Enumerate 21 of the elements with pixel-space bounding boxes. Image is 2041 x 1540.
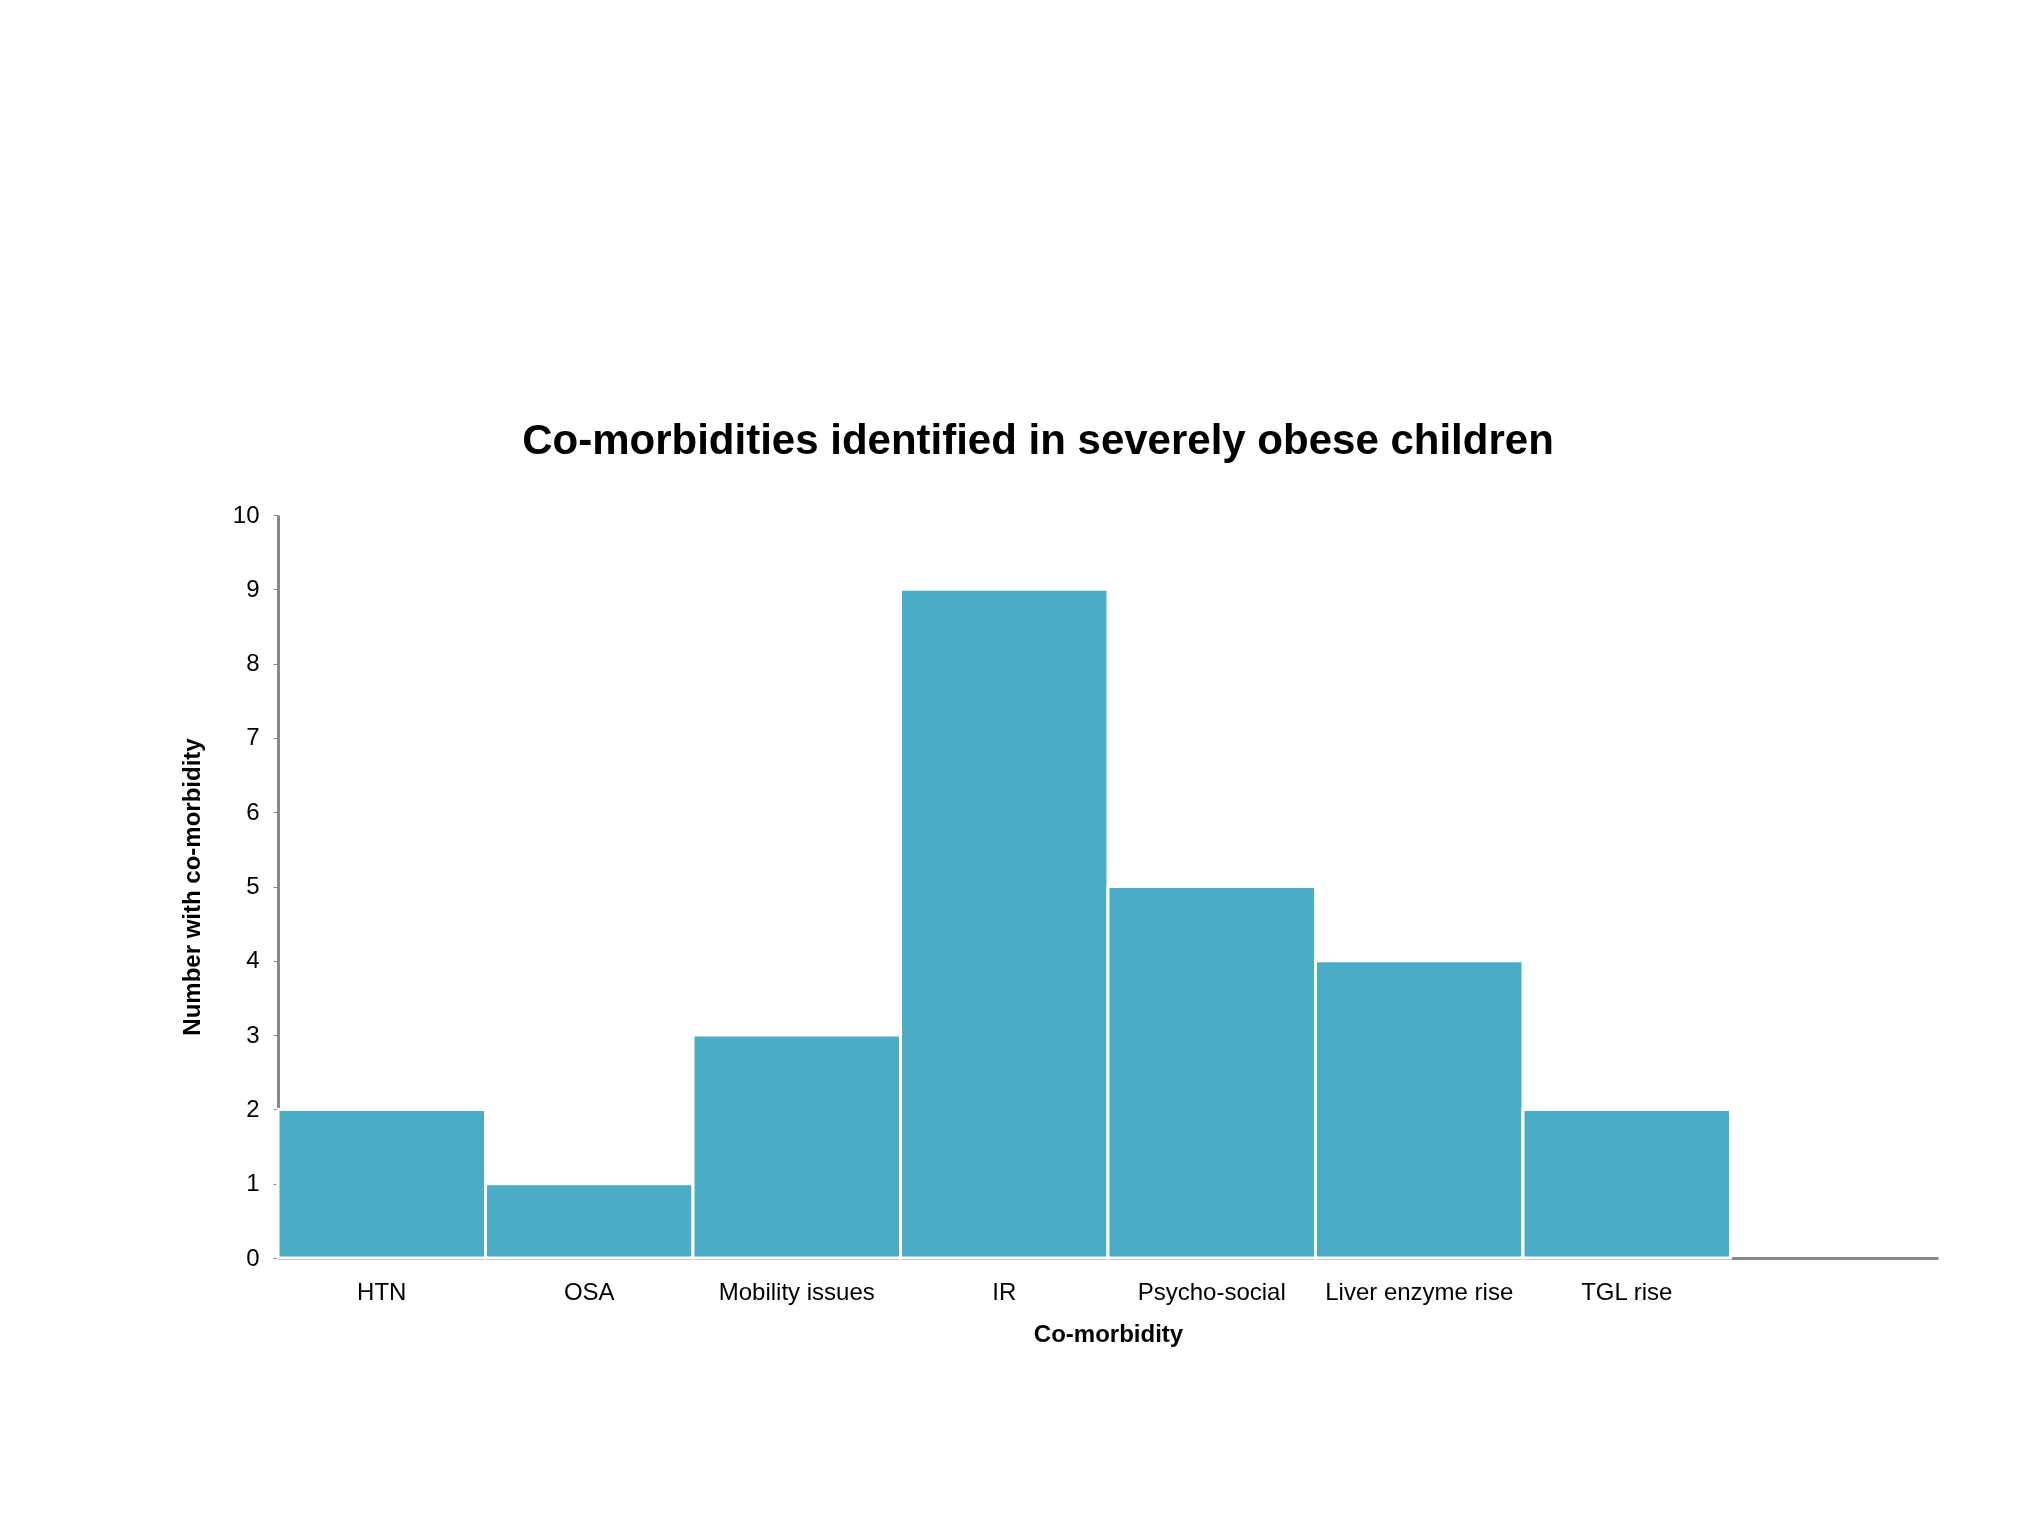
x-tick-label: Mobility issues [718,1277,875,1305]
y-tick-label: 0 [246,1243,260,1271]
y-tick-label: 7 [246,723,260,751]
y-tick-label: 10 [232,500,260,528]
y-tick-label: 9 [246,574,260,602]
chart-title: Co-morbidities identified in severely obese children [522,416,1554,463]
x-tick-label: Liver enzyme rise [1325,1277,1514,1305]
y-tick-label: 5 [246,872,260,899]
x-axis-title: Co-morbidity [1033,1319,1184,1347]
y-tick-label: 2 [246,1094,260,1122]
y-tick-label: 1 [246,1169,260,1197]
x-tick-label: HTN [357,1277,407,1305]
x-tick-label: OSA [563,1277,615,1305]
y-tick-label: 3 [246,1020,260,1048]
y-tick-label: 4 [246,946,260,974]
x-tick-label: IR [992,1277,1017,1305]
y-tick-label: 6 [246,797,260,825]
x-tick-label: TGL rise [1581,1277,1673,1305]
y-axis-title: Number with co-morbidity [177,737,205,1036]
y-tick-label: 8 [246,649,260,677]
x-tick-label: Psycho-social [1137,1277,1286,1305]
